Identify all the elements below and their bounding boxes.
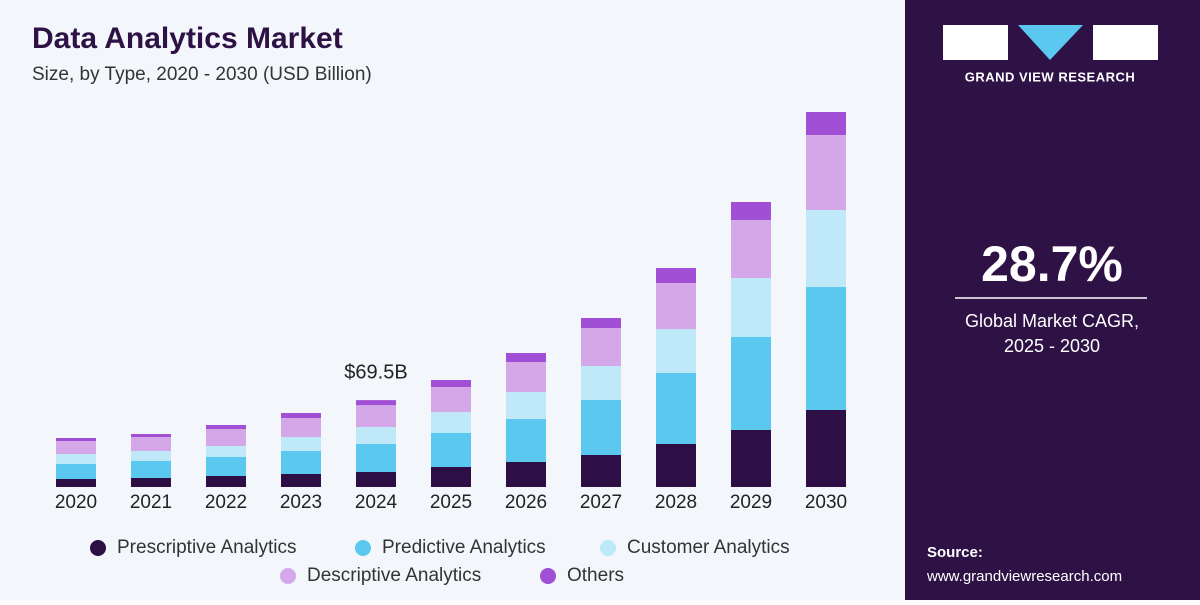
bar-segment [356,472,396,487]
x-tick-label: 2024 [355,492,398,513]
bar-segment [731,337,771,430]
bar-segment [206,429,246,446]
side-panel [905,0,1200,600]
bar-segment [206,476,246,487]
bar-segment [206,457,246,476]
cagr-value: 28.7% [981,236,1123,292]
legend-marker [90,540,106,556]
bar-segment [806,112,846,135]
bar-segment [806,287,846,410]
bar-segment [431,380,471,387]
bar-segment [731,278,771,337]
x-tick-label: 2029 [730,492,772,513]
bar-segment [656,329,696,373]
logo-block [943,25,1008,60]
x-tick-label: 2021 [130,492,172,513]
brand: GRAND VIEW RESEARCH [965,69,1136,84]
bar-segment [581,455,621,487]
bar-segment [356,427,396,444]
chart-subtitle: Size, by Type, 2020 - 2030 (USD Billion) [32,64,372,85]
bar-segment [731,202,771,220]
logo-block [1018,25,1083,60]
logo [943,25,1158,60]
bar-segment [206,425,246,429]
x-tick-label: 2023 [280,492,322,513]
bar-segment [281,413,321,418]
bar-segment [506,462,546,487]
x-tick-label: 2025 [430,492,472,513]
bar-segment [356,400,396,406]
legend-label: Others [567,565,624,586]
bar-segment [431,412,471,433]
x-tick-label: 2026 [505,492,547,513]
bar-segment [581,366,621,400]
bar-segment [56,454,96,464]
bar-segment [281,451,321,474]
bar-segment [656,283,696,329]
bar-segment [656,373,696,444]
chart-title: Data Analytics Market [32,22,343,55]
bar-segment [431,467,471,487]
logo-block [1093,25,1158,60]
x-tick-label: 2027 [580,492,622,513]
bar-segment [581,318,621,328]
legend-label: Descriptive Analytics [307,565,481,586]
bar-segment [56,479,96,487]
bar-segment [431,387,471,412]
bar-segment [281,418,321,437]
bar-segment [131,461,171,478]
bar-segment [281,437,321,451]
legend-marker [600,540,616,556]
bar-segment [431,433,471,467]
bar-segment [356,444,396,472]
legend-marker [355,540,371,556]
bar-segment [806,210,846,287]
legend-label: Customer Analytics [627,537,790,558]
bar-segment [656,444,696,487]
bar-segment [731,220,771,278]
bar-segment [506,392,546,419]
bar-segment [581,400,621,455]
bar-segment [506,362,546,392]
bar-segment [356,405,396,427]
bar-segment [506,419,546,462]
source-label: Source: [927,544,983,561]
bar-segment [56,441,96,454]
source-url: www.grandviewresearch.com [926,568,1122,585]
bar-segment [506,353,546,362]
bar-segment [131,437,171,451]
bar-segment [131,478,171,487]
x-tick-label: 2030 [805,492,847,513]
cagr-text: 2025 - 2030 [1004,336,1100,356]
x-tick-label: 2028 [655,492,697,513]
bar-segment [731,430,771,487]
legend-marker [540,568,556,584]
bar-segment [131,434,171,437]
bar-segment [656,268,696,283]
legend-label: Predictive Analytics [382,537,546,558]
annotation: $69.5B [344,361,407,383]
bar-segment [281,474,321,487]
x-tick-label: 2020 [55,492,97,513]
bar-segment [56,438,96,441]
bar-segment [206,446,246,457]
x-tick-label: 2022 [205,492,247,513]
bar-segment [131,451,171,461]
legend-marker [280,568,296,584]
bar-segment [581,328,621,366]
bar-segment [806,135,846,210]
legend-label: Prescriptive Analytics [117,537,297,558]
bar-segment [806,410,846,487]
bar-segment [56,464,96,479]
cagr-text: Global Market CAGR, [965,311,1139,331]
